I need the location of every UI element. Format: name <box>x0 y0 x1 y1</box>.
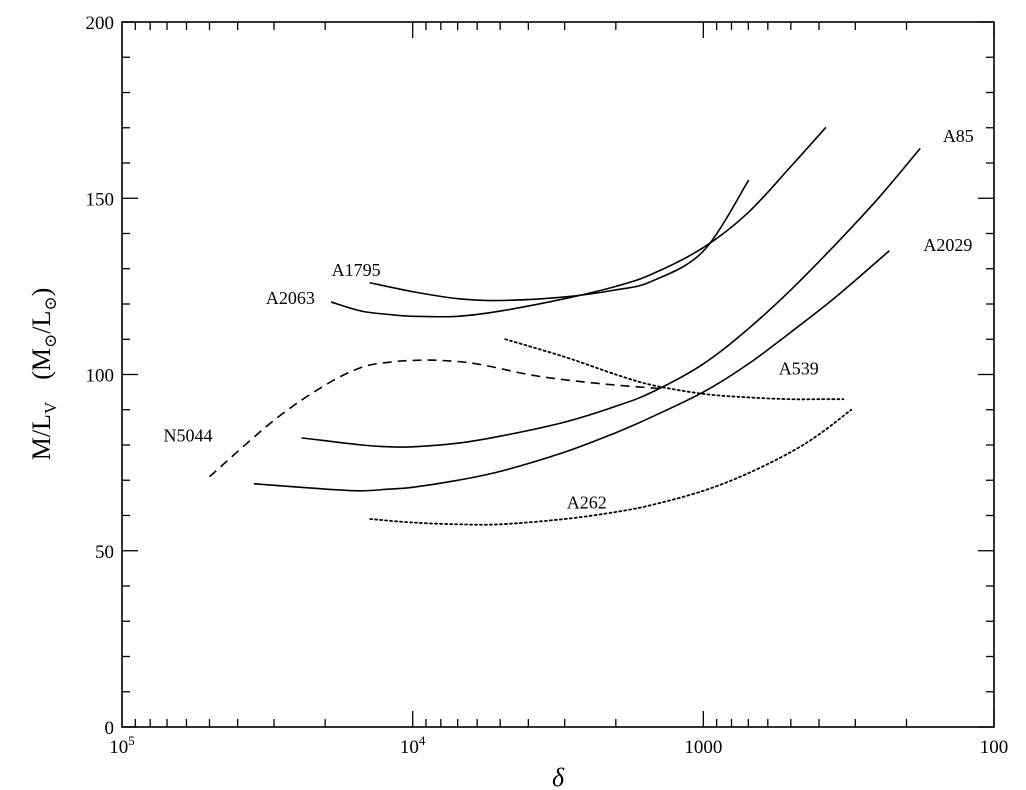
x-axis-title: δ <box>552 763 565 790</box>
curve-a262 <box>369 408 853 526</box>
y-axis-title-sub-v: V <box>41 401 60 414</box>
curve-label-a539: A539 <box>779 359 819 379</box>
curve-labels: A1795 A2063 A85 A2029 A539 A262 N5044 <box>163 126 973 513</box>
y-axis-title-mid: /L <box>27 311 56 334</box>
x-tick-label: 100 <box>980 737 1009 758</box>
curves <box>208 127 921 526</box>
curve-label-a262: A262 <box>567 492 607 512</box>
x-tick-label: 104 <box>400 733 426 758</box>
y-axis-title-open: (M <box>27 348 56 380</box>
curve-label-a2063: A2063 <box>266 288 315 308</box>
curve-label-a1795: A1795 <box>332 260 381 280</box>
curve-a539 <box>504 338 845 401</box>
y-tick-label: 0 <box>105 718 115 739</box>
y-tick-label: 150 <box>86 189 115 210</box>
y-axis-title-sun-2: ⊙ <box>41 296 60 310</box>
y-tick-label: 100 <box>86 366 115 387</box>
curve-label-a2029: A2029 <box>923 235 972 255</box>
y-axis-title-close: ) <box>27 288 56 297</box>
y-axis-title-ml: M/L <box>27 414 56 460</box>
y-axis-ticks: 0 50 100 150 200 <box>86 13 994 739</box>
curve-label-n5044: N5044 <box>163 425 212 445</box>
curve-a85 <box>301 148 921 448</box>
curve-n5044 <box>208 359 661 478</box>
curve-a1795 <box>369 179 750 302</box>
curve-label-a85: A85 <box>943 126 974 146</box>
curve-a2029 <box>253 250 890 492</box>
chart-frame <box>121 21 995 728</box>
x-tick-label: 105 <box>109 733 135 758</box>
y-tick-label: 50 <box>95 542 114 563</box>
y-axis-title-sun-1: ⊙ <box>41 334 60 348</box>
y-tick-label: 200 <box>86 13 115 34</box>
y-axis-title: M/LV(M⊙/L⊙) <box>27 288 60 461</box>
curve-a2063 <box>330 127 827 318</box>
x-tick-label: 1000 <box>684 737 722 758</box>
x-axis-ticks: 105 104 1000 100 <box>109 22 1008 758</box>
